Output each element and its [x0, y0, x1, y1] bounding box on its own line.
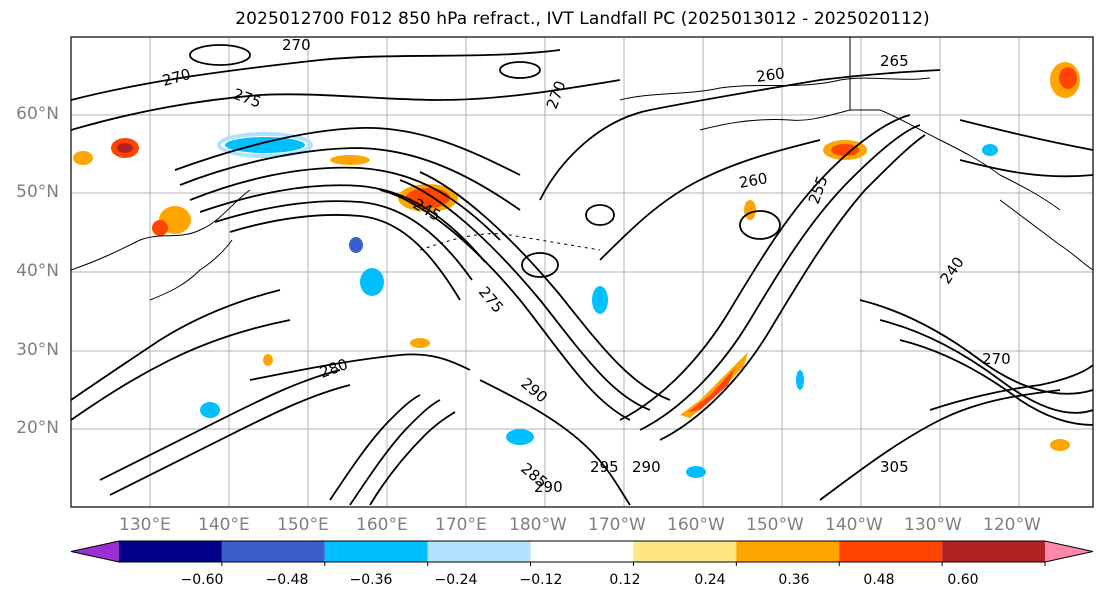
colorbar-tick-label: −0.24: [434, 572, 478, 588]
lat-label: 30°N: [16, 340, 59, 360]
colorbar-tick-label: −0.60: [180, 572, 224, 588]
lat-label: 20°N: [16, 418, 59, 438]
colorbar-segment: [1045, 541, 1093, 562]
contour-label: 290: [632, 458, 661, 476]
colorbar-tick-label: 0.24: [694, 572, 726, 588]
colorbar-outline: [70, 540, 1094, 563]
colorbar-tick-label: 0.36: [778, 572, 810, 588]
colorbar-segment: [71, 541, 119, 562]
contour-label: 295: [590, 458, 619, 476]
lon-label: 160°E: [356, 515, 408, 535]
colorbar-tick-label: −0.48: [265, 572, 309, 588]
shaded-anomalies: [73, 62, 1080, 478]
graticule: [71, 37, 1093, 507]
lon-label: 130°E: [119, 515, 171, 535]
contour-label: 260: [738, 169, 769, 192]
colorbar-segment: [530, 541, 634, 562]
coastlines: [71, 37, 1093, 301]
colorbar-segment: [736, 541, 840, 562]
colorbar-segment: [324, 541, 428, 562]
lon-label: 150°E: [277, 515, 329, 535]
colorbar-tick-label: −0.12: [519, 572, 563, 588]
contour-label: 305: [880, 458, 909, 476]
colorbar-segment: [119, 541, 222, 562]
lon-label: 120°W: [983, 515, 1041, 535]
lon-label: 130°W: [904, 515, 962, 535]
colorbar: [70, 540, 1094, 566]
contour-label: 270: [982, 350, 1011, 368]
contour-label: 265: [880, 52, 909, 70]
contours: [71, 44, 1093, 506]
colorbar-segment: [221, 541, 325, 562]
colorbar-tick-label: 0.60: [947, 572, 979, 588]
colorbar-tick-label: 0.12: [609, 572, 641, 588]
lon-label: 170°W: [588, 515, 646, 535]
lat-label: 40°N: [16, 261, 59, 281]
colorbar-segment: [633, 541, 737, 562]
lon-label: 160°W: [667, 515, 725, 535]
map-frame: [70, 36, 1094, 508]
contour-label: 260: [755, 64, 786, 86]
contour-label: 270: [282, 36, 311, 54]
lon-label: 170°E: [435, 515, 487, 535]
contour-label: 290: [534, 478, 563, 496]
colorbar-tick-label: −0.36: [349, 572, 393, 588]
lon-label: 150°W: [746, 515, 804, 535]
colorbar-segment: [427, 541, 531, 562]
figure-title: 2025012700 F012 850 hPa refract., IVT La…: [235, 9, 930, 29]
colorbar-segment: [839, 541, 943, 562]
lat-label: 50°N: [16, 182, 59, 202]
colorbar-tick-label: 0.48: [863, 572, 895, 588]
lon-label: 180°W: [509, 515, 567, 535]
colorbar-segment: [942, 541, 1045, 562]
lon-label: 140°W: [825, 515, 883, 535]
lon-label: 140°E: [198, 515, 250, 535]
lat-label: 60°N: [16, 104, 59, 124]
